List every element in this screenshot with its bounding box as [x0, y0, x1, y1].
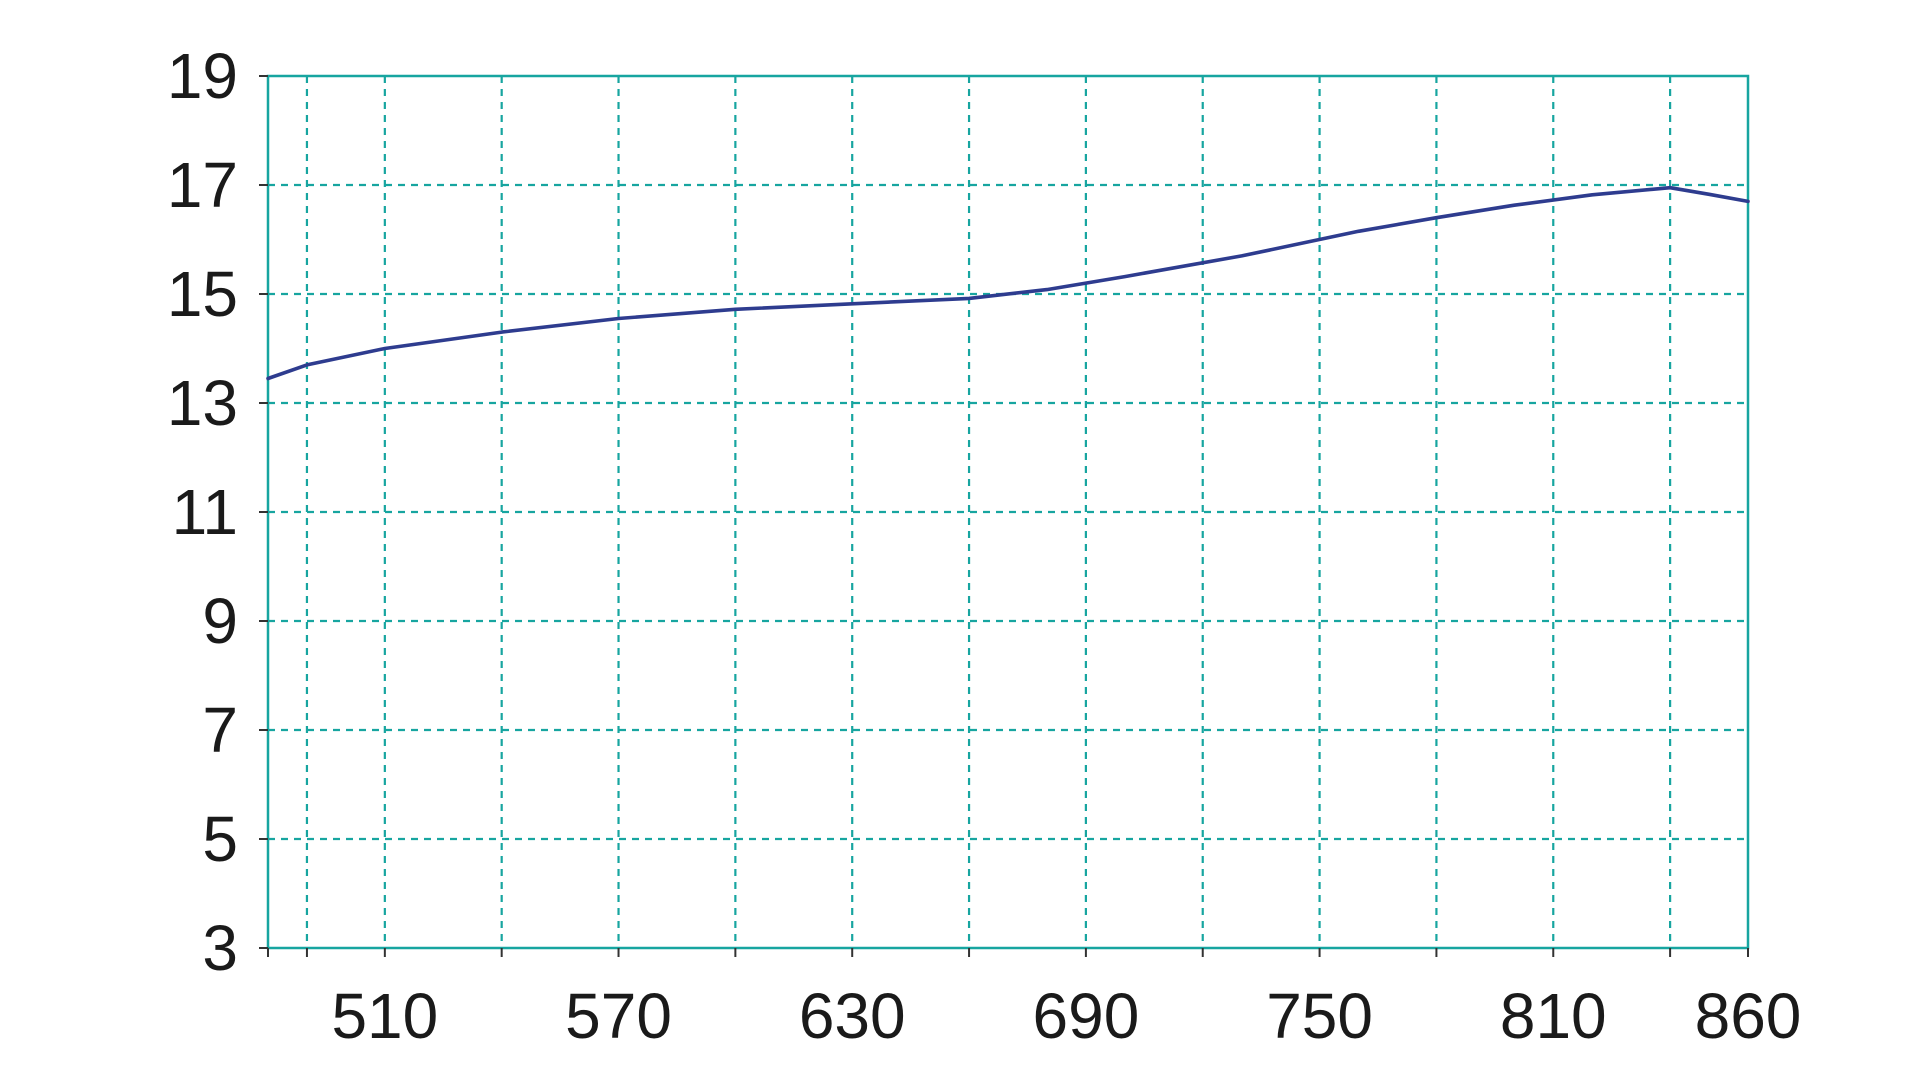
x-tick-label: 570 [565, 980, 672, 1052]
grid [268, 76, 1748, 948]
series-layer [266, 185, 1750, 381]
axis-ticks [259, 75, 1749, 957]
y-tick-label: 15 [167, 258, 238, 330]
x-tick-label: 810 [1500, 980, 1607, 1052]
y-tick-label: 13 [167, 367, 238, 439]
y-tick-label: 11 [172, 476, 238, 548]
x-tick-label: 690 [1033, 980, 1140, 1052]
y-tick-label: 7 [202, 694, 238, 766]
y-tick-label: 19 [167, 40, 238, 112]
y-tick-label: 17 [167, 149, 238, 221]
tick-labels: 3 5 7 9 11 13 15 17 19 510 570 630 690 750 810 860 [167, 40, 1802, 1052]
series-line [266, 185, 1750, 381]
x-tick-label: 510 [331, 980, 438, 1052]
x-tick-label: 860 [1695, 980, 1802, 1052]
y-tick-label: 5 [202, 803, 238, 875]
y-tick-label: 3 [202, 912, 238, 984]
x-tick-label: 630 [799, 980, 906, 1052]
y-tick-label: 9 [202, 585, 238, 657]
x-tick-label: 750 [1266, 980, 1373, 1052]
